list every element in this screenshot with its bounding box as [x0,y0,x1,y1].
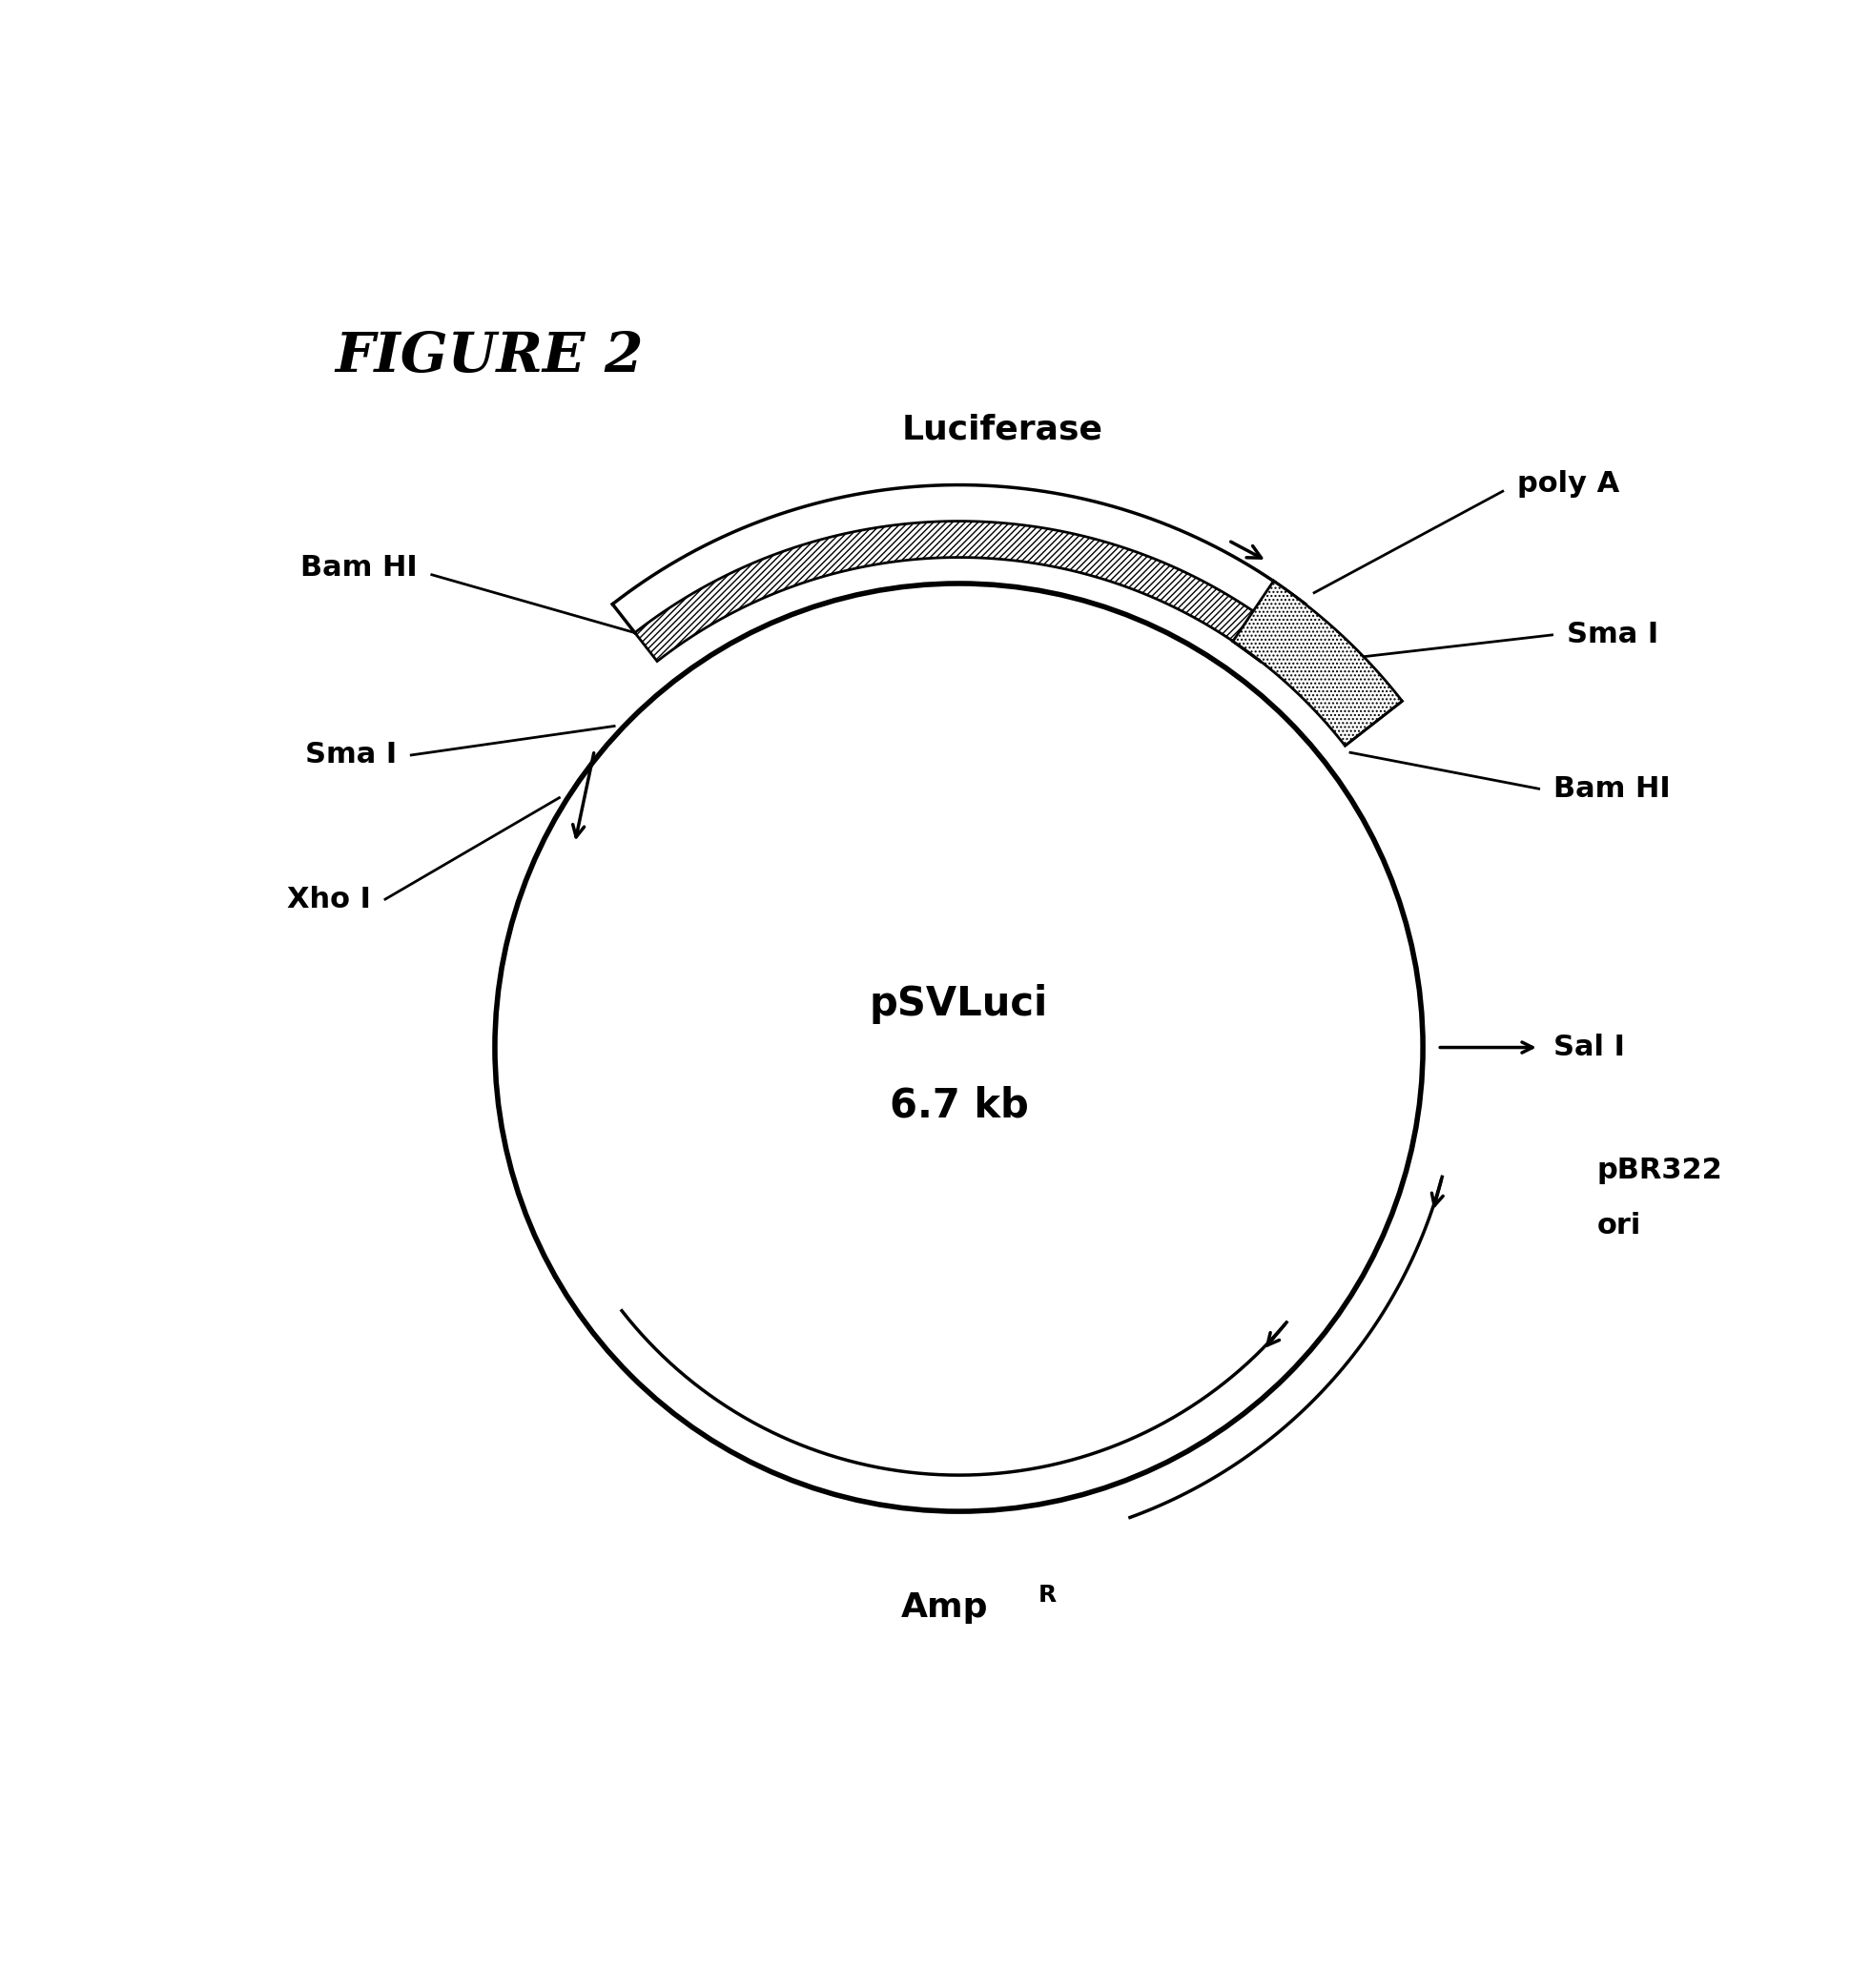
Text: Xho I: Xho I [286,885,370,912]
Text: Sma I: Sma I [305,742,397,769]
Text: Amp: Amp [900,1590,988,1624]
Text: pSVLuci: pSVLuci [870,984,1048,1024]
Text: Bam HI: Bam HI [1553,775,1671,803]
Text: R: R [1038,1584,1057,1606]
Text: Bam HI: Bam HI [299,553,417,580]
Polygon shape [1233,580,1401,746]
Text: FIGURE 2: FIGURE 2 [335,330,644,384]
Text: poly A: poly A [1517,471,1620,497]
Text: Luciferase: Luciferase [902,414,1104,445]
Text: pBR322: pBR322 [1598,1157,1723,1185]
Text: Sma I: Sma I [1566,620,1658,648]
Text: ori: ori [1598,1213,1641,1241]
Polygon shape [634,521,1284,662]
Text: Sal I: Sal I [1553,1034,1624,1062]
Text: 6.7 kb: 6.7 kb [889,1085,1029,1125]
